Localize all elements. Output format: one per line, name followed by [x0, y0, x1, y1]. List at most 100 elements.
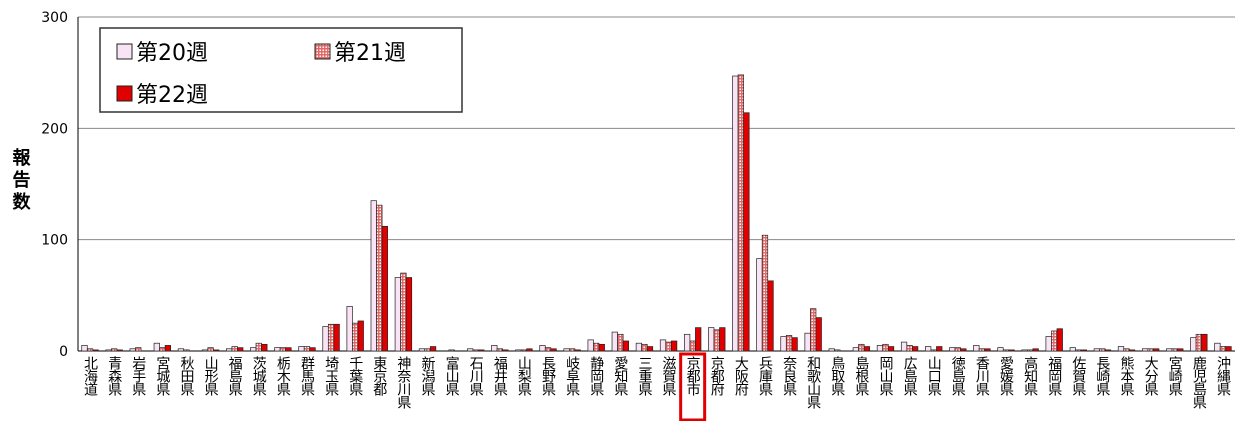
- x-tick-label: 青森県: [106, 356, 122, 396]
- bar: [611, 331, 618, 352]
- bar: [105, 349, 112, 352]
- bar: [1002, 349, 1010, 352]
- bar: [785, 335, 793, 352]
- bar: [954, 347, 961, 352]
- bar: [574, 349, 581, 352]
- bar: [237, 347, 244, 352]
- bar: [370, 200, 377, 352]
- bar: [520, 349, 528, 352]
- x-tick-label: 愛媛県: [998, 356, 1014, 396]
- bar: [327, 323, 335, 352]
- bar: [544, 347, 552, 352]
- bar: [491, 345, 498, 352]
- bar: [376, 204, 383, 352]
- bar: [135, 347, 142, 352]
- x-tick-label: 和歌山県: [805, 356, 821, 409]
- bar: [815, 317, 822, 352]
- bar: [900, 341, 908, 352]
- x-tick-label: 栃木県: [275, 356, 291, 396]
- legend-swatch: [116, 85, 133, 102]
- bar: [309, 347, 316, 352]
- bar: [515, 349, 522, 352]
- bar: [1214, 342, 1221, 352]
- bar: [177, 348, 185, 352]
- x-tick-label: 山口県: [926, 356, 942, 396]
- bar: [1075, 349, 1082, 352]
- legend-label: 第20週: [136, 41, 208, 66]
- bar: [424, 348, 431, 352]
- bar: [381, 225, 388, 352]
- bar: [207, 347, 214, 352]
- x-tick-label: 埼玉県: [323, 356, 339, 396]
- bar: [1056, 328, 1063, 352]
- bar: [478, 349, 485, 352]
- bar: [333, 323, 340, 352]
- bar: [646, 346, 654, 352]
- legend-swatch: [116, 43, 133, 60]
- bar: [683, 333, 691, 352]
- bar: [255, 342, 262, 352]
- bar: [1201, 333, 1208, 352]
- bar: [116, 349, 123, 352]
- bar: [598, 343, 605, 352]
- bar: [997, 347, 1004, 352]
- legend-box: [99, 27, 463, 113]
- bar: [587, 339, 594, 352]
- bar: [153, 342, 160, 352]
- bar: [129, 348, 136, 352]
- legend-swatch: [314, 43, 331, 60]
- bar: [689, 340, 696, 352]
- bar: [834, 349, 841, 352]
- bar: [863, 346, 871, 352]
- bar: [285, 347, 292, 352]
- bar: [936, 346, 943, 352]
- bar: [183, 349, 190, 352]
- x-tick-label: 長崎県: [1094, 356, 1110, 396]
- bar: [231, 346, 238, 352]
- bar: [563, 348, 570, 352]
- bar: [882, 343, 889, 352]
- bar: [791, 337, 798, 352]
- bar: [303, 346, 311, 352]
- bar: [539, 345, 546, 352]
- x-tick-label: 広島県: [902, 356, 918, 396]
- highlight-box: [679, 352, 707, 421]
- bar: [804, 332, 811, 352]
- x-tick-label: 千葉県: [347, 356, 363, 396]
- bar: [1166, 348, 1173, 352]
- x-tick-label: 京都府: [709, 356, 725, 397]
- x-tick-label: 滋賀県: [661, 356, 677, 396]
- bar: [858, 343, 865, 352]
- bar: [1128, 349, 1136, 352]
- bar: [279, 347, 287, 352]
- bar: [1045, 336, 1052, 352]
- legend-label: 第22週: [136, 83, 208, 108]
- bar: [852, 347, 859, 352]
- bar: [756, 258, 763, 352]
- x-tick-label: 三重県: [636, 356, 652, 396]
- bar: [111, 348, 118, 352]
- bar: [1190, 337, 1197, 352]
- bar: [635, 342, 643, 352]
- x-tick-label: 北海道: [82, 356, 98, 397]
- bar: [641, 343, 648, 352]
- bar: [1104, 349, 1112, 352]
- bar: [92, 349, 99, 352]
- bar: [713, 329, 720, 352]
- x-tick-label: 群馬県: [299, 356, 315, 396]
- bar: [828, 348, 835, 352]
- bar: [1008, 349, 1015, 352]
- bar: [978, 348, 986, 352]
- x-tick-label: 鹿児島県: [1191, 355, 1207, 409]
- bar: [1032, 348, 1039, 352]
- bar: [164, 345, 172, 352]
- x-tick-label: 富山県: [444, 355, 460, 396]
- bar: [719, 327, 726, 352]
- bar: [973, 345, 980, 352]
- bar: [394, 277, 401, 352]
- bar: [925, 346, 932, 352]
- bar: [1177, 348, 1184, 352]
- bar: [86, 348, 94, 352]
- x-tick-label: 島根県: [853, 356, 869, 396]
- x-tick-label: 茨城県: [251, 356, 267, 396]
